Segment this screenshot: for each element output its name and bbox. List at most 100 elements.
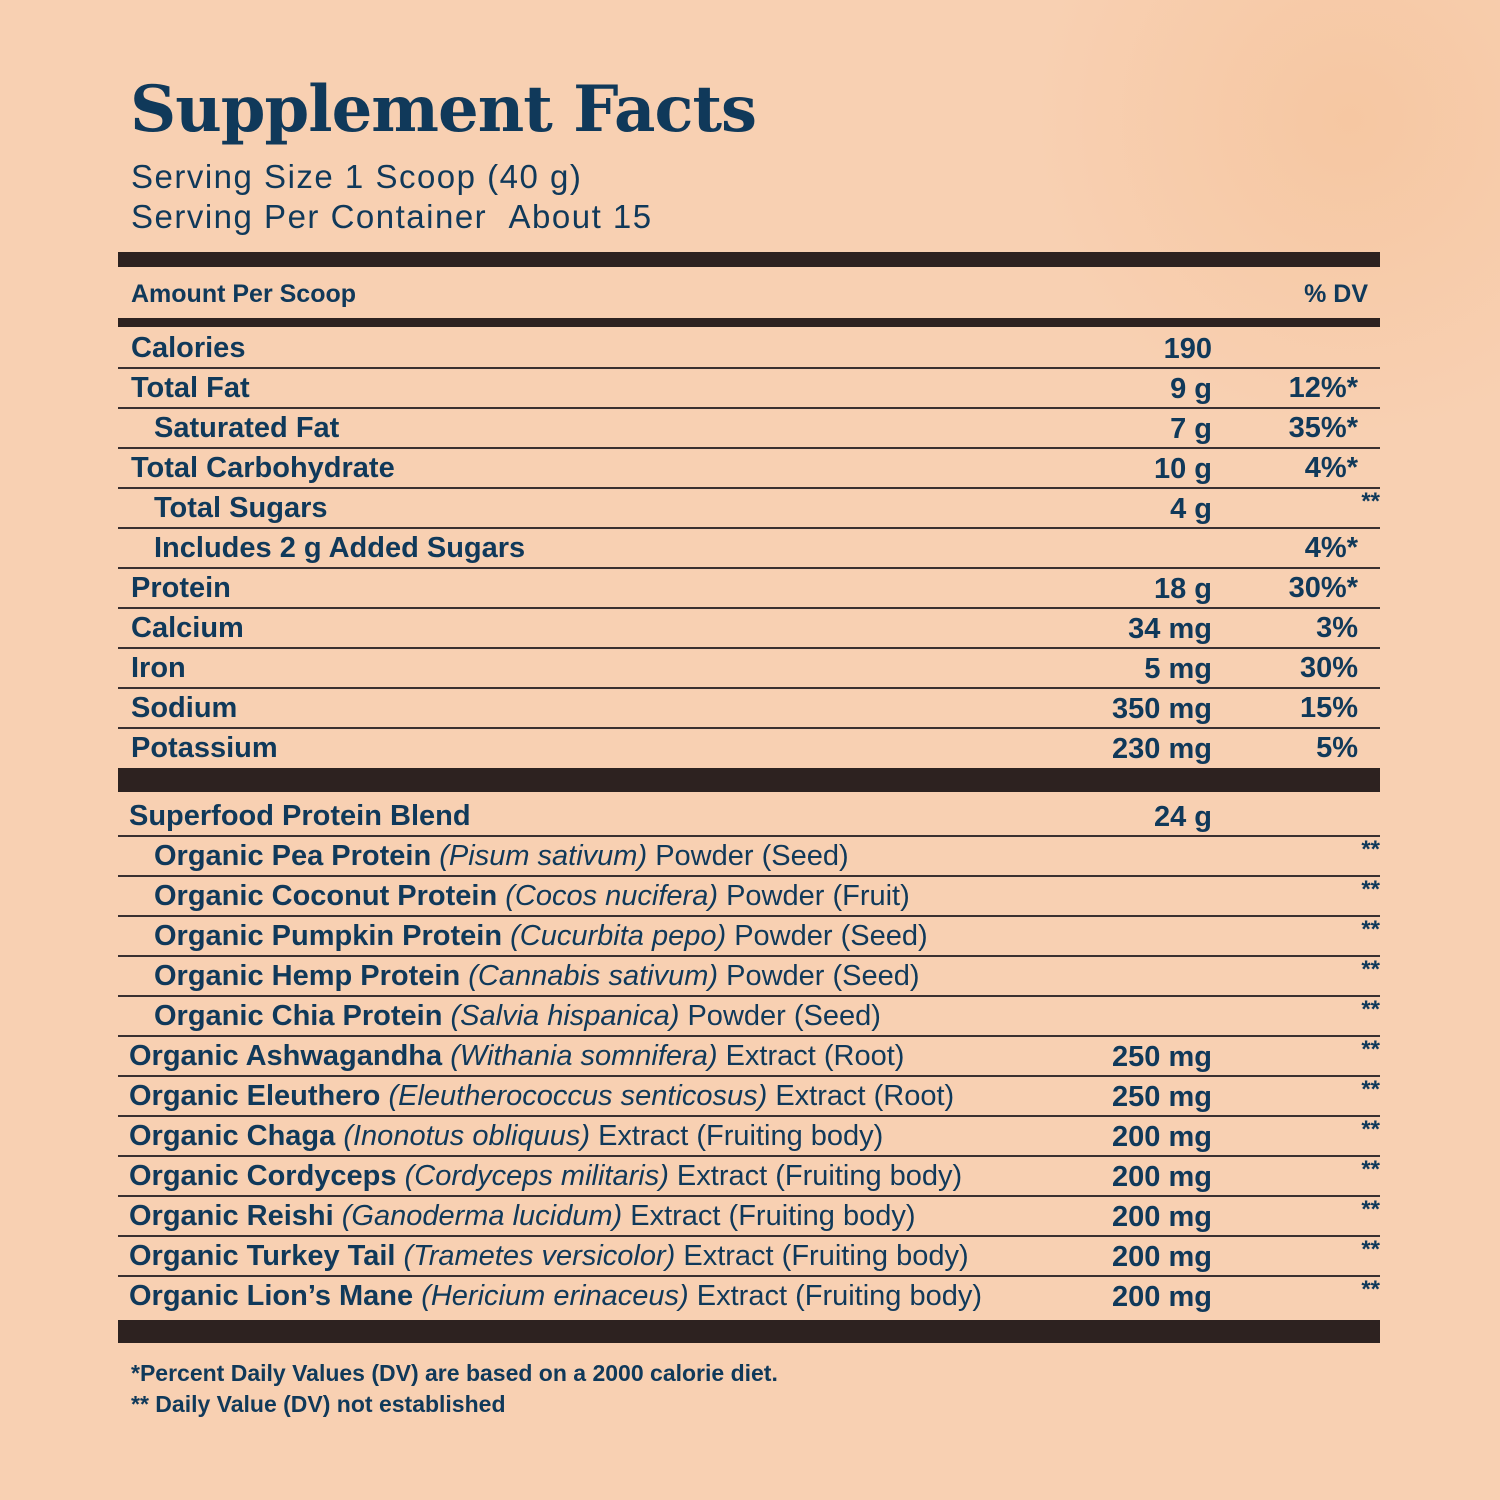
plant-part: Powder (Seed) <box>655 840 849 872</box>
label-row: Includes 2 g Added Sugars <box>154 528 525 568</box>
row-rule <box>118 995 1380 997</box>
nutrient-name: Organic Chaga <box>129 1120 336 1152</box>
row-rule <box>118 367 1380 369</box>
plant-part: Powder (Seed) <box>734 920 928 952</box>
plant-part: Powder (Fruit) <box>726 880 910 912</box>
latin-name: (Cordyceps militaris) <box>404 1160 669 1192</box>
nutrient-name: Potassium <box>131 732 278 764</box>
nutrient-name: Calories <box>131 332 246 364</box>
nutrient-name: Organic Turkey Tail <box>129 1240 396 1272</box>
row-rule <box>118 1075 1380 1077</box>
amount: 200 mg <box>1112 1121 1212 1153</box>
label-row: Organic Pea Protein (Pisum sativum) Powd… <box>154 836 849 876</box>
amount: 250 mg <box>1112 1081 1212 1113</box>
nutrient-name: Organic Cordyceps <box>129 1160 397 1192</box>
nutrient-name: Total Sugars <box>154 492 328 524</box>
label-row: Superfood Protein Blend <box>129 796 471 836</box>
nutrient-name: Organic Lion’s Mane <box>129 1280 414 1312</box>
nutrient-name: Saturated Fat <box>154 412 340 444</box>
label-row: Organic Coconut Protein (Cocos nucifera)… <box>154 876 910 916</box>
row-rule <box>118 727 1380 729</box>
plant-part: Extract (Fruiting body) <box>676 1160 963 1192</box>
row-rule <box>118 487 1380 489</box>
amount: 7 g <box>1170 413 1212 445</box>
amount: 4 g <box>1170 493 1212 525</box>
row-rule <box>118 407 1380 409</box>
label-row: Organic Chia Protein (Salvia hispanica) … <box>154 996 881 1036</box>
latin-name: (Cucurbita pepo) <box>510 920 727 952</box>
latin-name: (Trametes versicolor) <box>403 1240 676 1272</box>
latin-name: (Eleutherococcus senticosus) <box>388 1080 768 1112</box>
amount: 350 mg <box>1112 693 1212 725</box>
plant-part: Extract (Fruiting body) <box>683 1240 969 1272</box>
row-rule <box>118 1275 1380 1277</box>
amount: 18 g <box>1153 573 1212 605</box>
amount: 34 mg <box>1128 613 1212 645</box>
daily-value: ** <box>1361 1036 1380 1063</box>
amount: 10 g <box>1153 453 1212 485</box>
label-row: Total Fat <box>131 368 250 408</box>
latin-name: (Ganoderma lucidum) <box>341 1200 623 1232</box>
nutrient-name: Calcium <box>131 612 244 644</box>
daily-value: ** <box>1361 1236 1380 1263</box>
daily-value: 3% <box>1316 612 1358 644</box>
row-rule <box>118 1115 1380 1117</box>
title: Supplement Facts <box>130 72 757 147</box>
label-row: Organic Turkey Tail (Trametes versicolor… <box>129 1236 969 1276</box>
label-row: Sodium <box>131 688 237 728</box>
daily-value: 5% <box>1316 732 1358 764</box>
plant-part: Extract (Fruiting body) <box>598 1120 884 1152</box>
daily-value: ** <box>1361 956 1380 983</box>
latin-name: (Cannabis sativum) <box>468 960 719 992</box>
row-rule <box>118 1155 1380 1157</box>
nutrient-name: Organic Ashwagandha <box>129 1040 443 1072</box>
nutrient-name: Organic Pea Protein <box>154 840 432 872</box>
plant-part: Extract (Fruiting body) <box>630 1200 916 1232</box>
label-row: Organic Cordyceps (Cordyceps militaris) … <box>129 1156 962 1196</box>
thick-bar <box>118 252 1380 267</box>
servings-value: About 15 <box>508 198 653 235</box>
row-rule <box>118 1195 1380 1197</box>
daily-value: 30%* <box>1288 572 1358 604</box>
daily-value: ** <box>1361 916 1380 943</box>
amount: 5 mg <box>1144 653 1212 685</box>
amount: 200 mg <box>1112 1241 1212 1273</box>
amount-header: Amount Per Scoop <box>131 280 357 308</box>
label-row: Organic Reishi (Ganoderma lucidum) Extra… <box>129 1196 916 1236</box>
amount: 190 <box>1163 333 1212 365</box>
nutrient-name: Organic Hemp Protein <box>154 960 461 992</box>
servings-per-container: Serving Per Container About 15 <box>131 198 653 236</box>
amount: 24 g <box>1153 801 1212 833</box>
label-row: Saturated Fat <box>154 408 339 448</box>
amount: 230 mg <box>1112 733 1212 765</box>
dv-header: % DV <box>1304 280 1368 308</box>
label-row: Calcium <box>131 608 244 648</box>
label-row: Potassium <box>131 728 278 768</box>
amount: 200 mg <box>1112 1161 1212 1193</box>
daily-value: ** <box>1361 1076 1380 1103</box>
row-rule <box>118 447 1380 449</box>
nutrient-name: Organic Eleuthero <box>129 1080 381 1112</box>
daily-value: 4%* <box>1304 452 1358 484</box>
nutrient-name: Organic Pumpkin Protein <box>154 920 503 952</box>
footnote: ** Daily Value (DV) not established <box>131 1391 506 1417</box>
daily-value: ** <box>1361 488 1380 515</box>
label-row: Organic Lion’s Mane (Hericium erinaceus)… <box>129 1276 982 1316</box>
amount: 250 mg <box>1112 1041 1212 1073</box>
label-row: Organic Chaga (Inonotus obliquus) Extrac… <box>129 1116 883 1156</box>
plant-part: Powder (Seed) <box>726 960 920 992</box>
nutrient-name: Organic Coconut Protein <box>154 880 498 912</box>
daily-value: 4%* <box>1304 532 1358 564</box>
latin-name: (Salvia hispanica) <box>450 1000 680 1032</box>
nutrient-name: Total Fat <box>131 372 250 404</box>
daily-value: ** <box>1361 1116 1380 1143</box>
plant-part: Extract (Root) <box>775 1080 955 1112</box>
row-rule <box>118 607 1380 609</box>
row-rule <box>118 527 1380 529</box>
thick-bar <box>118 1320 1380 1343</box>
nutrient-name: Protein <box>131 572 231 604</box>
nutrient-name: Total Carbohydrate <box>131 452 395 484</box>
daily-value: ** <box>1361 876 1380 903</box>
label-row: Organic Pumpkin Protein (Cucurbita pepo)… <box>154 916 928 956</box>
